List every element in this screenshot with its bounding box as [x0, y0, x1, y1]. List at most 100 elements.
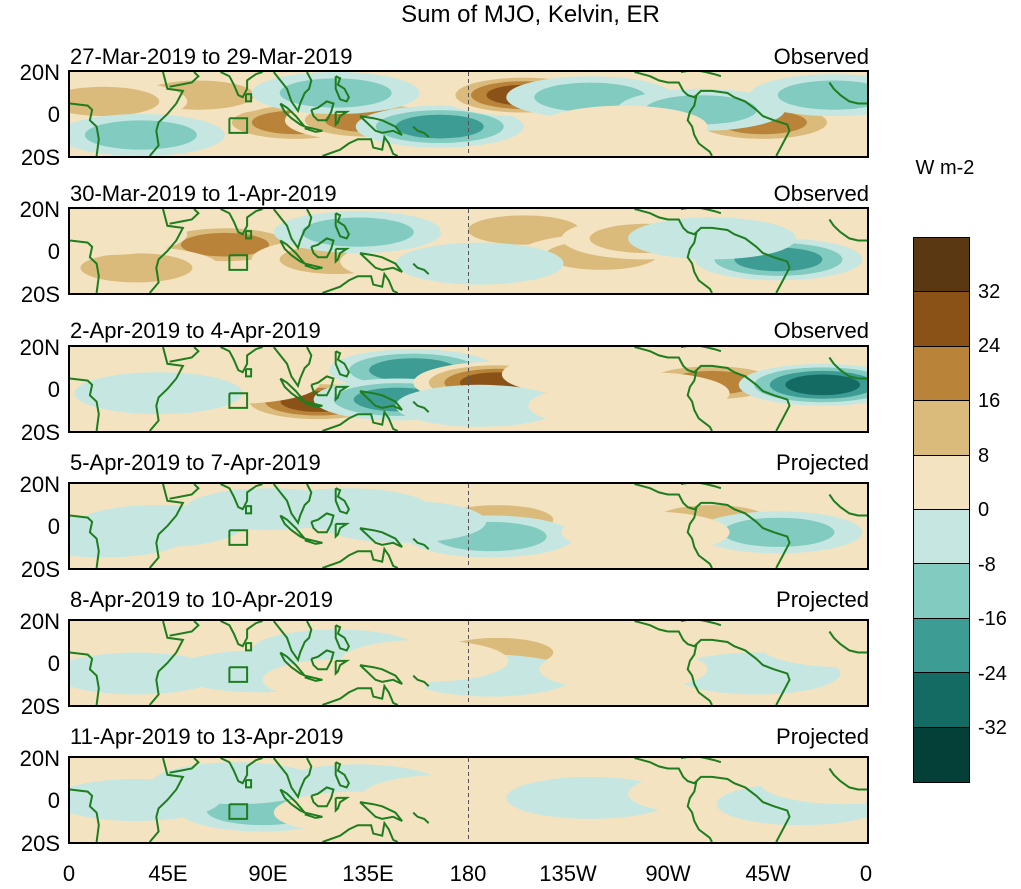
coastline [310, 786, 335, 808]
coastline [695, 364, 791, 431]
coastline [272, 72, 313, 114]
colorbar-swatch [914, 618, 969, 674]
coastline [634, 72, 698, 99]
anomaly-blob [694, 511, 863, 554]
coastline [272, 758, 313, 800]
coastline [322, 409, 399, 431]
colorbar-swatch [914, 510, 969, 565]
coastline [334, 796, 351, 813]
map-panel [68, 619, 869, 707]
y-tick-label: 20N [19, 335, 60, 360]
anomaly-contour [785, 374, 861, 396]
anomaly-contour [70, 213, 188, 256]
coastline [148, 347, 185, 431]
coastline [334, 659, 351, 676]
coastline [412, 811, 430, 824]
coastline [310, 512, 335, 534]
coastline [220, 347, 263, 374]
colorbar-swatch [914, 401, 969, 456]
anomaly-blob [395, 242, 564, 285]
y-tick-label: 0 [47, 788, 60, 813]
x-tick-label: 0 [62, 861, 76, 886]
panel-status: Projected [776, 587, 869, 612]
coastline [169, 621, 200, 637]
map-panel [68, 482, 869, 570]
panel-date-range: 2-Apr-2019 to 4-Apr-2019 [70, 318, 321, 343]
coastline [634, 347, 698, 374]
panel-plot [70, 347, 867, 431]
coastline [412, 262, 430, 275]
coastline [681, 347, 722, 353]
anomaly-contour [74, 372, 243, 415]
coastline [634, 484, 698, 511]
coastline [304, 537, 323, 545]
coastline [304, 262, 323, 270]
panel-status: Observed [773, 44, 869, 69]
coastline [310, 100, 335, 122]
x-tick-label: 135W [539, 861, 597, 886]
coastline [359, 801, 403, 822]
colorbar-tick-label: -8 [978, 554, 996, 576]
panel-date-range: 27-Mar-2019 to 29-Mar-2019 [70, 44, 353, 69]
coastline [148, 72, 185, 156]
coastline [304, 674, 323, 682]
panel-date-range: 5-Apr-2019 to 7-Apr-2019 [70, 450, 321, 475]
coastline [334, 385, 351, 402]
coastline [695, 638, 791, 705]
coastline [686, 780, 713, 842]
coastline [359, 115, 403, 136]
coastline [359, 527, 403, 548]
anomaly-contour [279, 78, 392, 108]
coastline [169, 347, 200, 363]
coastline [695, 89, 791, 156]
coastline [359, 664, 403, 685]
anomaly-contour [395, 242, 564, 285]
anomaly-blob [749, 74, 867, 117]
anomaly-blob [539, 105, 708, 148]
y-tick-label: 20N [19, 60, 60, 85]
coastline [634, 209, 698, 236]
coastline [70, 102, 100, 156]
coastline [686, 94, 713, 156]
coastline [334, 110, 351, 127]
coastline [279, 788, 306, 814]
coastline [228, 666, 249, 683]
coastline [228, 803, 249, 820]
coastline [169, 758, 200, 774]
colorbar-swatch [914, 673, 969, 728]
anomaly-blob [340, 639, 509, 682]
anomaly-blob [760, 625, 867, 668]
colorbar [913, 237, 970, 783]
coastline [272, 209, 313, 251]
colorbar-swatch [914, 238, 969, 293]
coastline [310, 649, 335, 671]
coastline [686, 643, 713, 705]
anomaly-contour [301, 217, 414, 247]
y-tick-label: 20S [20, 557, 60, 582]
coastline [828, 493, 867, 517]
coastline [322, 271, 399, 293]
anomaly-contour [395, 384, 564, 427]
coastline [334, 487, 351, 515]
coastline [220, 484, 263, 511]
colorbar-swatch [914, 346, 969, 402]
anomaly-contour [534, 82, 647, 112]
colorbar-tick-label: 24 [978, 335, 1001, 357]
anomaly-blob [738, 363, 867, 406]
coastline [272, 484, 313, 526]
coastline [828, 218, 867, 242]
y-tick-label: 20S [20, 420, 60, 445]
y-tick-label: 20S [20, 282, 60, 307]
x-tick-label: 45E [148, 861, 188, 886]
coastline [148, 758, 185, 842]
coastline [220, 209, 263, 236]
anomaly-blob [528, 384, 697, 427]
colorbar-tick-label: 16 [978, 390, 1001, 412]
coastline [310, 237, 335, 259]
panel-date-range: 11-Apr-2019 to 13-Apr-2019 [70, 724, 344, 749]
anomaly-blob [760, 762, 867, 805]
coastline [412, 674, 430, 687]
anomaly-contour [777, 80, 867, 110]
coastline [279, 239, 306, 265]
y-tick-label: 20N [19, 609, 60, 634]
